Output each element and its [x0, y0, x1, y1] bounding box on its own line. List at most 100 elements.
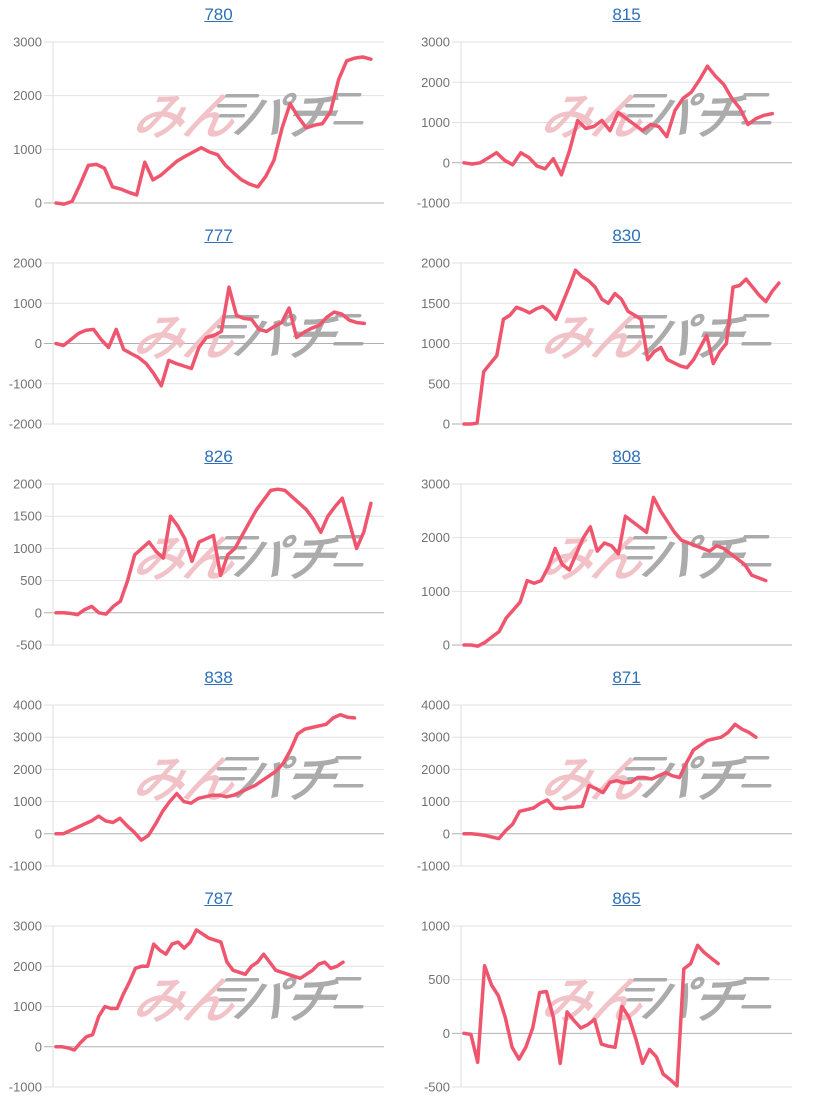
series-line: [54, 55, 373, 206]
watermark-speed-line: [335, 93, 362, 97]
series-line: [54, 712, 357, 842]
chart-title-link[interactable]: 777: [204, 226, 233, 245]
chart-cell-815: 815 -1000 0 1000 2000 3000 みん パチ: [408, 0, 816, 221]
y-tick-label: 3000: [421, 730, 450, 745]
y-tick-label: 0: [35, 196, 42, 211]
watermark-speed-line: [626, 998, 653, 1002]
y-tick-label: -500: [424, 1080, 450, 1095]
watermark-speed-line: [633, 536, 668, 540]
watermark-speed-line: [335, 756, 362, 760]
y-tick-label: 2000: [421, 762, 450, 777]
watermark-speed-line: [633, 94, 668, 98]
chart-title-link[interactable]: 787: [204, 889, 233, 908]
y-tick-label: -1000: [9, 376, 42, 391]
watermark-speed-line: [741, 1005, 772, 1009]
y-tick-label: 0: [35, 826, 42, 841]
chart-cell-838: 838 -1000 0 1000 2000 3000 4000 みん パチ: [0, 663, 408, 884]
y-tick-label: 500: [428, 972, 450, 987]
y-tick-label: 2000: [421, 530, 450, 545]
watermark-gray-text: パチ: [637, 973, 751, 1029]
y-tick-label: 0: [35, 605, 42, 620]
watermark-speed-line: [333, 1005, 364, 1009]
watermark-speed-line: [216, 325, 248, 329]
y-tick-label: 0: [35, 336, 42, 351]
watermark-speed-line: [626, 335, 653, 339]
watermark-speed-line: [225, 978, 260, 982]
watermark-speed-line: [633, 757, 668, 761]
chart-title-link[interactable]: 780: [204, 5, 233, 24]
watermark-speed-line: [216, 104, 248, 108]
watermark-speed-line: [624, 767, 656, 771]
y-tick-label: 3000: [13, 35, 42, 50]
y-tick-label: 500: [428, 376, 450, 391]
y-tick-label: 3000: [421, 477, 450, 492]
watermark-speed-line: [741, 342, 772, 346]
chart-title-link[interactable]: 871: [612, 668, 641, 687]
watermark-speed-line: [333, 342, 364, 346]
y-tick-label: 3000: [13, 730, 42, 745]
watermark-speed-line: [335, 977, 362, 981]
chart-title-link[interactable]: 815: [612, 5, 641, 24]
y-tick-label: 1000: [421, 584, 450, 599]
watermark-speed-line: [216, 546, 248, 550]
watermark-speed-line: [225, 94, 260, 98]
watermark-speed-line: [218, 114, 245, 118]
watermark-speed-line: [741, 563, 772, 567]
y-tick-label: 2000: [13, 88, 42, 103]
chart-title-link[interactable]: 830: [612, 226, 641, 245]
y-tick-label: 4000: [13, 698, 42, 713]
watermark-speed-line: [743, 93, 770, 97]
y-tick-label: 1000: [421, 115, 450, 130]
y-tick-label: -1000: [417, 859, 450, 874]
watermark-speed-line: [626, 556, 653, 560]
chart-cell-780: 780 0 1000 2000 3000 みん パチ: [0, 0, 408, 221]
y-tick-label: -1000: [417, 196, 450, 211]
watermark-speed-line: [633, 978, 668, 982]
y-tick-label: 0: [443, 638, 450, 653]
y-tick-label: 3000: [421, 35, 450, 50]
chart-title-link[interactable]: 838: [204, 668, 233, 687]
watermark-speed-line: [218, 777, 245, 781]
series-line: [462, 64, 775, 177]
y-tick-label: 1000: [421, 336, 450, 351]
y-tick-label: 1000: [421, 794, 450, 809]
watermark-speed-line: [216, 988, 248, 992]
y-tick-label: 2000: [421, 256, 450, 271]
chart-title-link[interactable]: 865: [612, 889, 641, 908]
watermark-speed-line: [741, 784, 772, 788]
chart-cell-871: 871 -1000 0 1000 2000 3000 4000 みん パチ: [408, 663, 816, 884]
series-line: [54, 285, 367, 388]
y-tick-label: 1000: [13, 541, 42, 556]
y-tick-label: 4000: [421, 698, 450, 713]
watermark-speed-line: [624, 988, 656, 992]
chart-cell-787: 787 -1000 0 1000 2000 3000 みん パチ: [0, 884, 408, 1105]
chart-cell-777: 777 -2000 -1000 0 1000 2000 みん パチ: [0, 221, 408, 442]
watermark-speed-line: [743, 535, 770, 539]
y-tick-label: 2000: [13, 762, 42, 777]
chart-title-link[interactable]: 808: [612, 447, 641, 466]
chart-cell-830: 830 0 500 1000 1500 2000 みん パチ: [408, 221, 816, 442]
y-tick-label: -500: [16, 638, 42, 653]
series-line: [54, 487, 373, 617]
y-tick-label: 1000: [13, 794, 42, 809]
watermark-speed-line: [218, 335, 245, 339]
watermark-speed-line: [333, 563, 364, 567]
watermark-speed-line: [624, 325, 656, 329]
chart-cell-826: 826 -500 0 500 1000 1500 2000 みん パチ: [0, 442, 408, 663]
chart-title-link[interactable]: 826: [204, 447, 233, 466]
y-tick-label: -2000: [9, 417, 42, 432]
series-line: [462, 268, 781, 426]
y-tick-label: 1500: [13, 509, 42, 524]
watermark-speed-line: [218, 556, 245, 560]
y-tick-label: -1000: [9, 1080, 42, 1095]
